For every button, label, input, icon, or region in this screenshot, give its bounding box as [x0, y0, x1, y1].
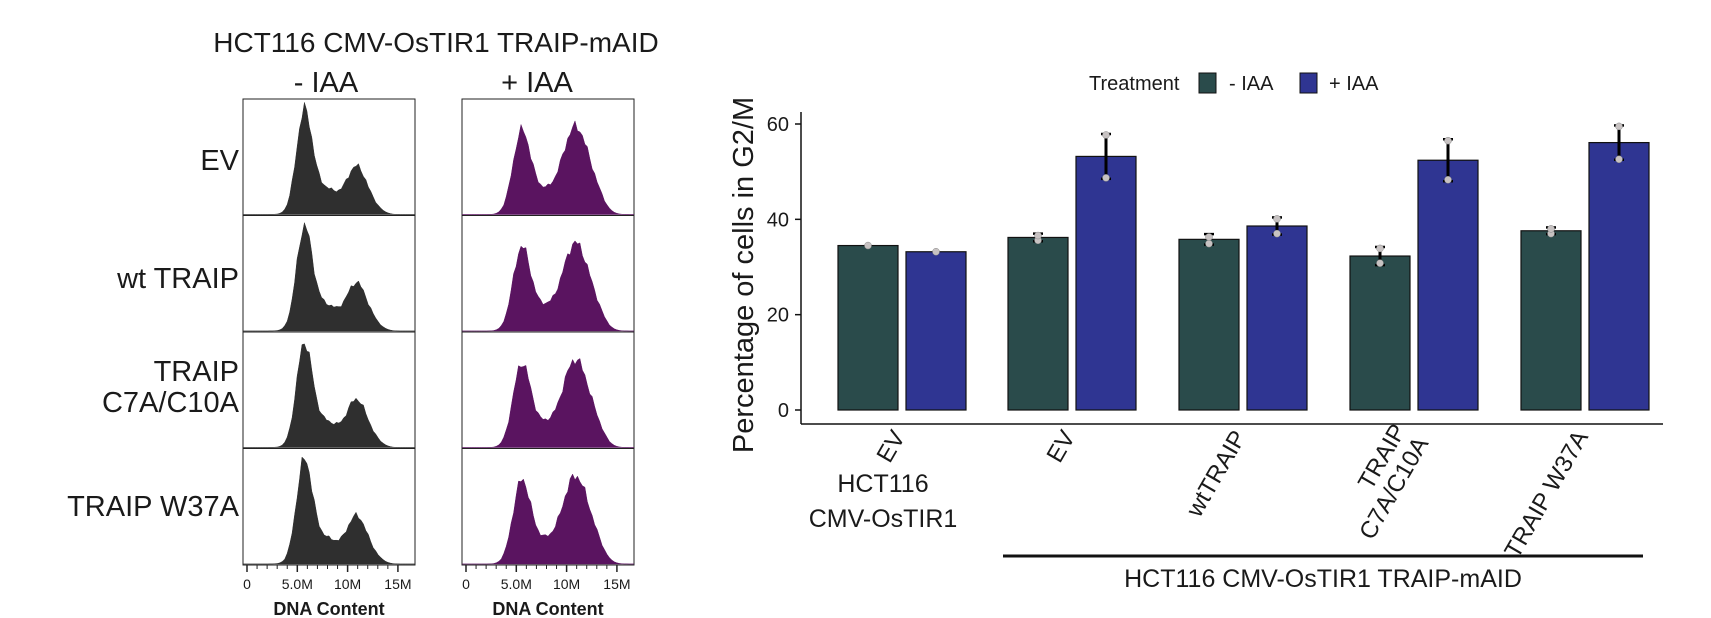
replicate-point	[1376, 259, 1384, 267]
y-tick-label: 20	[767, 305, 789, 327]
histogram-tick-label: 5.0M	[501, 576, 532, 592]
histogram-tick-label: 15M	[384, 576, 411, 592]
col-header-plus-iaa: + IAA	[501, 67, 573, 99]
histogram-minus-1	[243, 102, 415, 215]
group-labels: HCT116 CMV-OsTIR1 HCT116 CMV-OsTIR1 TRAI…	[809, 470, 1643, 593]
replicate-point	[1615, 155, 1623, 164]
group-label-control-line1: HCT116	[837, 470, 928, 498]
replicate-point	[1444, 136, 1452, 145]
y-tick-label: 40	[767, 209, 789, 231]
histogram-minus-3	[243, 343, 415, 448]
x-label-group-5: TRAIP W37A	[1499, 426, 1594, 563]
legend-title: Treatment	[1089, 73, 1180, 95]
histogram-grid	[242, 98, 635, 566]
x-tick-label: wtTRAIP	[1181, 426, 1252, 522]
row-label-3: TRAIP	[154, 356, 239, 388]
x-label-group-2: EV	[1042, 426, 1081, 467]
histogram-minus-2	[243, 221, 415, 332]
histogram-tick-label: 10M	[553, 576, 580, 592]
replicate-point	[1273, 215, 1281, 223]
replicate-point	[864, 241, 872, 250]
bar-chart: Treatment - IAA + IAA Percentage of cell…	[728, 72, 1663, 593]
row-label-2: wt TRAIP	[116, 263, 239, 295]
histogram-tick-label: 10M	[334, 576, 361, 592]
replicate-point	[1102, 131, 1110, 139]
bar-minus-iaa-5	[1520, 230, 1582, 411]
replicate-point	[1102, 174, 1110, 182]
replicate-point	[1205, 233, 1213, 241]
replicate-point	[1444, 176, 1452, 184]
histogram-x-label: DNA Content	[492, 599, 603, 618]
row-label-1: EV	[200, 145, 239, 177]
x-label-group-1: EV	[872, 426, 911, 467]
bar-minus-iaa-1	[837, 244, 899, 411]
replicate-point	[932, 247, 940, 256]
x-tick-label: EV	[872, 426, 911, 467]
replicate-point	[1034, 231, 1042, 240]
row-label-3: C7A/C10A	[102, 387, 240, 419]
histogram-minus-4	[243, 456, 415, 565]
replicate-point	[1547, 225, 1555, 233]
histogram-tick-label: 0	[462, 576, 470, 592]
histogram-plus-3	[462, 358, 634, 448]
bar-plus-iaa-2	[1075, 155, 1137, 411]
chart-legend: Treatment - IAA + IAA	[1089, 72, 1379, 95]
bar-minus-iaa-4	[1349, 255, 1411, 411]
x-label-group-3: wtTRAIP	[1181, 426, 1252, 522]
group-label-traip-maid: HCT116 CMV-OsTIR1 TRAIP-mAID	[1124, 565, 1522, 593]
legend-swatch-minus-iaa	[1198, 72, 1217, 94]
y-tick-label: 0	[778, 400, 789, 422]
bar-plus-iaa-5	[1588, 141, 1650, 411]
bar-plus-iaa-4	[1417, 159, 1479, 411]
col-header-minus-iaa: - IAA	[294, 67, 359, 99]
replicate-point	[1376, 244, 1384, 253]
x-tick-label: EV	[1042, 426, 1081, 467]
bar-plus-iaa-3	[1246, 225, 1308, 411]
y-axis-title: Percentage of cells in G2/M	[728, 97, 760, 453]
legend-label-minus-iaa: - IAA	[1229, 73, 1274, 95]
y-axis: 0 20 40 60	[767, 112, 1663, 425]
histogram-x-label: DNA Content	[273, 599, 384, 618]
x-tick-label: TRAIP W37A	[1499, 426, 1594, 563]
histogram-tick-label: 15M	[603, 576, 630, 592]
y-tick-label: 60	[767, 114, 789, 136]
histogram-plus-2	[462, 240, 634, 332]
legend-label-plus-iaa: + IAA	[1329, 73, 1379, 95]
replicate-point	[1273, 229, 1281, 238]
bar-minus-iaa-2	[1007, 236, 1069, 411]
legend-swatch-plus-iaa	[1299, 72, 1318, 94]
bar-plus-iaa-1	[905, 251, 967, 411]
histogram-tick-label: 0	[243, 576, 251, 592]
replicate-point	[1205, 239, 1213, 248]
histogram-tick-label: 5.0M	[282, 576, 313, 592]
bar-series	[837, 122, 1650, 411]
flow-cytometry-panel: HCT116 CMV-OsTIR1 TRAIP-mAID - IAA + IAA…	[67, 27, 659, 618]
bar-minus-iaa-3	[1178, 238, 1240, 411]
row-label-4: TRAIP W37A	[67, 491, 240, 523]
replicate-point	[1615, 122, 1623, 131]
histogram-plus-4	[462, 473, 634, 565]
group-label-control-line2: CMV-OsTIR1	[809, 505, 958, 533]
left-panel-title: HCT116 CMV-OsTIR1 TRAIP-mAID	[213, 27, 658, 58]
histogram-plus-1	[462, 120, 634, 215]
